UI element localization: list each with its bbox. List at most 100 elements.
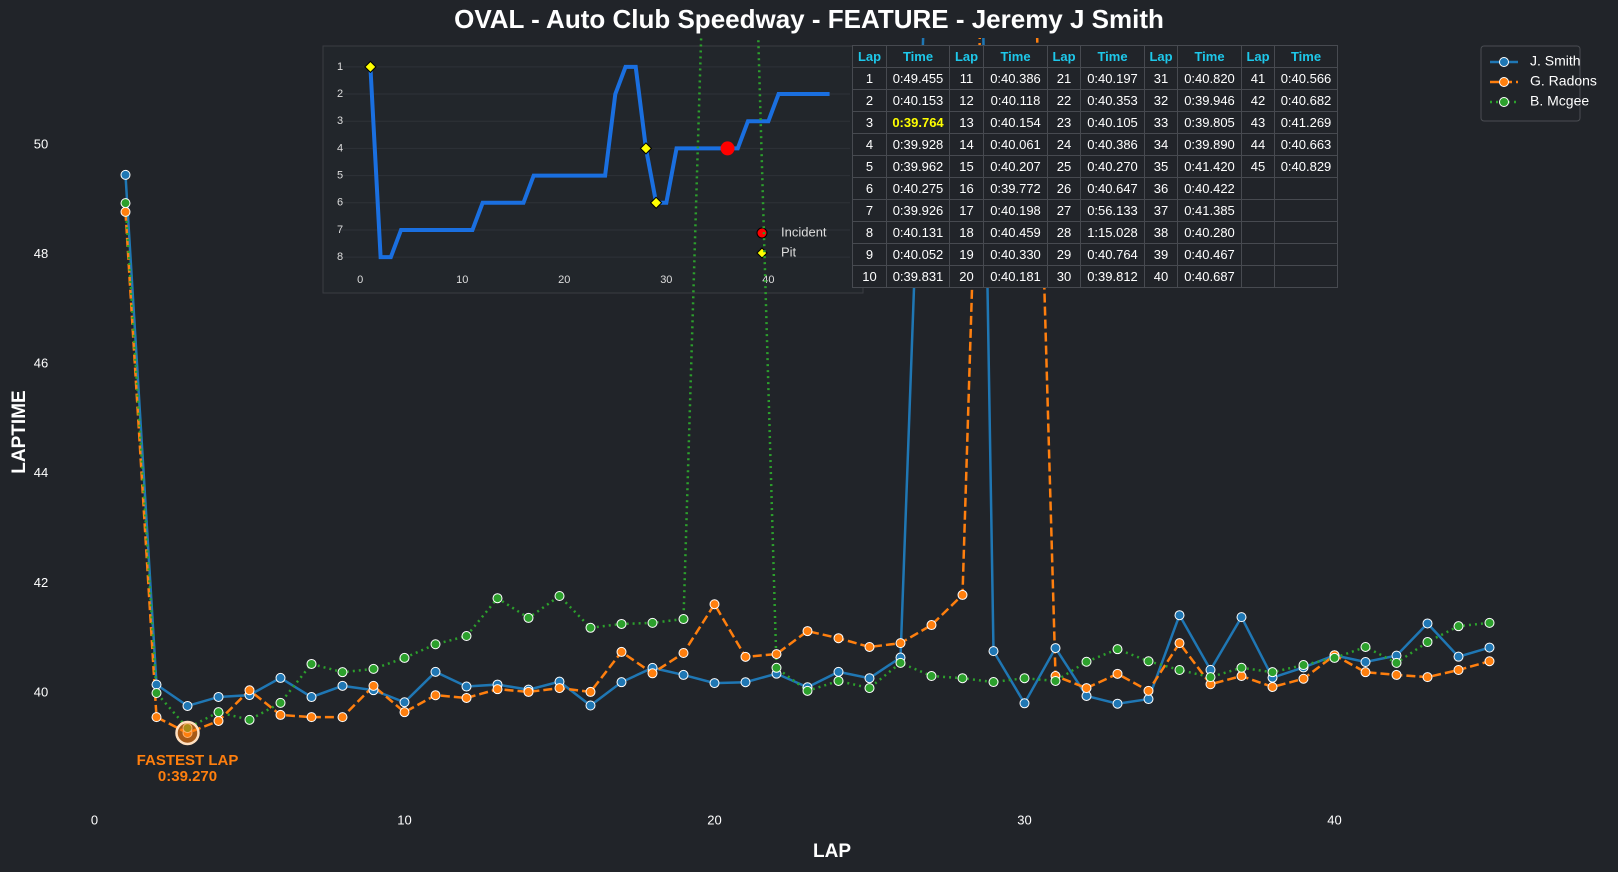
table-row: 4 0:39.928 14 0:40.061 24 0:40.386 34 0:39.890 4… (852, 133, 1338, 156)
header-row: Lap Time Lap Time Lap Time Lap Time Lap Time (852, 45, 1338, 68)
x-axis-label: LAP (813, 841, 851, 862)
laptime-point (120, 206, 131, 217)
table-cell: 20 (949, 265, 984, 288)
empty-cell (1274, 221, 1338, 244)
table-cell: 25 (1047, 155, 1081, 178)
laptime-point (120, 169, 131, 180)
table-cell: 33 (1144, 111, 1178, 134)
table-cell: 10 (852, 265, 887, 288)
laptime-point (399, 697, 410, 708)
table-cell: 14 (949, 133, 984, 156)
pit-marker (364, 60, 377, 74)
laptime-point (1236, 612, 1247, 623)
inset-x-tick-label: 40 (762, 274, 774, 286)
lap-table: Lap Time Lap Time Lap Time Lap Time Lap Time 1 0:49… (852, 45, 1338, 288)
empty-cell (1274, 243, 1338, 266)
laptime-point (1174, 610, 1185, 621)
laptime-point (1453, 651, 1464, 662)
laptime-point (306, 658, 317, 669)
y-tick-label: 50 (34, 136, 48, 151)
table-cell: 45 (1241, 155, 1275, 178)
table-cell: 4 (852, 133, 887, 156)
laptime-point (1360, 641, 1371, 652)
empty-cell (1241, 221, 1275, 244)
y-tick-label: 44 (34, 465, 48, 480)
laptime-point (1143, 694, 1154, 705)
laptime-point (740, 677, 751, 688)
laptime-point (275, 697, 286, 708)
laptime-point (182, 700, 193, 711)
table-cell: 27 (1047, 199, 1081, 222)
laptime-point (492, 684, 503, 695)
table-row: 1 0:49.455 11 0:40.386 21 0:40.197 31 0:40.820 4… (852, 67, 1338, 90)
laptime-point (213, 707, 224, 718)
laptime-point (678, 648, 689, 659)
table-cell: 32 (1144, 89, 1178, 112)
table-cell: 0:40.687 (1177, 265, 1242, 288)
table-cell: 9 (852, 243, 887, 266)
table-cell: 0:40.207 (983, 155, 1048, 178)
table-cell: 0:40.131 (886, 221, 950, 244)
table-cell: 0:40.197 (1080, 67, 1145, 90)
inset-x-tick-label: 20 (558, 274, 570, 286)
laptime-point (864, 641, 875, 652)
empty-cell (1241, 177, 1275, 200)
table-row: 7 0:39.926 17 0:40.198 27 0:56.133 37 0:41.385 (852, 199, 1338, 222)
laptime-point (709, 678, 720, 689)
laptime-point (988, 677, 999, 688)
laptime-point (957, 673, 968, 684)
laptime-point (244, 685, 255, 696)
laptime-point (926, 620, 937, 631)
laptime-point (151, 712, 162, 723)
laptime-point (709, 599, 720, 610)
laptime-point (492, 593, 503, 604)
legend-marker (1499, 77, 1509, 87)
y-tick-label: 42 (34, 575, 48, 590)
table-cell: 0:49.455 (886, 67, 950, 90)
laptime-point (1050, 643, 1061, 654)
table-cell: 0:39.962 (886, 155, 950, 178)
table-cell: 13 (949, 111, 984, 134)
header-cell: Time (1177, 45, 1242, 68)
empty-cell (1274, 265, 1338, 288)
table-cell: 0:40.061 (983, 133, 1048, 156)
laptime-point (368, 663, 379, 674)
table-row: 6 0:40.275 16 0:39.772 26 0:40.647 36 0:40.422 (852, 177, 1338, 200)
inset-x-tick-label: 30 (660, 274, 672, 286)
table-cell: 6 (852, 177, 887, 200)
table-cell: 0:40.764 (1080, 243, 1145, 266)
laptime-point (585, 622, 596, 633)
table-cell: 0:40.353 (1080, 89, 1145, 112)
laptime-point (1360, 667, 1371, 678)
table-cell: 42 (1241, 89, 1275, 112)
table-cell: 0:40.829 (1274, 155, 1338, 178)
laptime-point (1081, 683, 1092, 694)
laptime-point (461, 692, 472, 703)
laptime-point (1112, 698, 1123, 709)
inset-y-tick-label: 4 (337, 142, 343, 154)
table-cell: 1 (852, 67, 887, 90)
table-cell: 0:40.663 (1274, 133, 1338, 156)
laptime-point (1174, 638, 1185, 649)
laptime-point (1236, 671, 1247, 682)
table-cell: 16 (949, 177, 984, 200)
table-cell: 0:41.385 (1177, 199, 1242, 222)
table-cell: 36 (1144, 177, 1178, 200)
laptime-point (895, 657, 906, 668)
header-cell: Lap (1047, 45, 1081, 68)
y-tick-label: 46 (34, 356, 48, 371)
table-cell: 0:40.198 (983, 199, 1048, 222)
laptime-point (151, 679, 162, 690)
laptime-point (864, 673, 875, 684)
laptime-point (957, 589, 968, 600)
table-cell: 37 (1144, 199, 1178, 222)
laptime-point (275, 709, 286, 720)
laptime-point (1112, 644, 1123, 655)
laptime-point (1205, 672, 1216, 683)
laptime-point (461, 681, 472, 692)
table-cell: 23 (1047, 111, 1081, 134)
laptime-point (585, 700, 596, 711)
table-cell: 0:40.270 (1080, 155, 1145, 178)
laptime-point (833, 633, 844, 644)
